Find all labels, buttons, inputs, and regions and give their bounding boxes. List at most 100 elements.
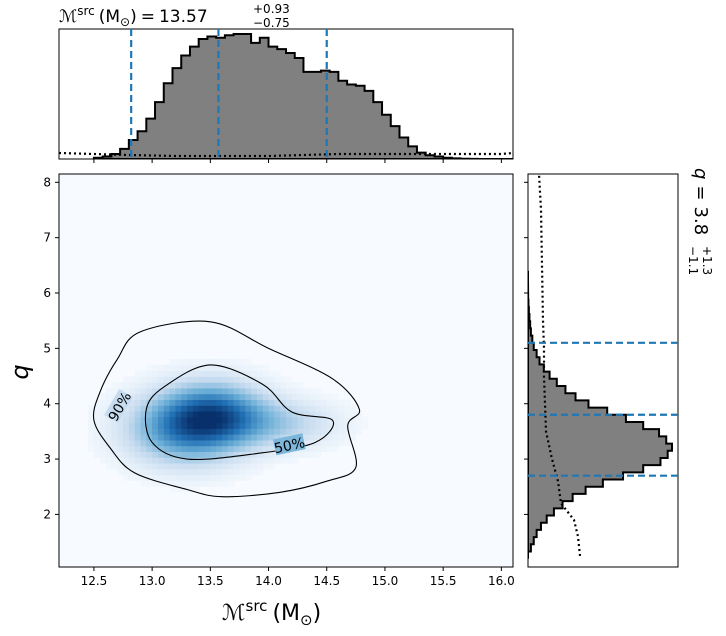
heatmap-cell [163,457,171,464]
heatmap-cell [320,422,328,429]
heatmap-cell [169,451,177,458]
heatmap-cell [175,370,182,377]
heatmap-cell [268,382,275,389]
heatmap-cell [146,428,153,435]
heatmap-cell [221,376,229,383]
heatmap-cell [128,474,136,481]
heatmap-cell [134,393,142,400]
heatmap-cell [256,439,264,447]
heatmap-cell [309,399,316,406]
heatmap-cell [146,462,153,470]
heatmap-cell [221,462,229,470]
heatmap-cell [169,416,177,424]
heatmap-cell [204,428,211,435]
heatmap-cell [105,434,112,441]
heatmap-cell [332,428,339,435]
heatmap-cell [256,428,264,435]
heatmap-cell [192,480,200,487]
heatmap-cell [169,382,177,389]
heatmap-cell [274,387,281,395]
heatmap-cell [233,422,241,429]
heatmap-cell [227,376,235,383]
heatmap-cell [344,434,351,441]
heatmap-cell [198,382,206,389]
heatmap-cell [152,364,159,372]
heatmap-cell [157,399,165,406]
heatmap-cell [262,410,270,418]
heatmap-cell [350,410,357,418]
heatmap-cell [163,445,171,453]
heatmap-cell [157,382,165,389]
heatmap-cell [245,474,252,481]
heatmap-cell [309,451,316,458]
heatmap-cell [303,387,310,395]
heatmap-cell [198,428,206,435]
heatmap-cell [181,364,188,372]
heatmap-cell [309,393,316,400]
heatmap-cell [128,445,136,453]
heatmap-cell [192,387,200,395]
heatmap-cell [169,393,177,400]
heatmap-cell [181,393,188,400]
heatmap-cell [227,416,235,424]
heatmap-cell [355,428,363,435]
heatmap-cell [146,480,153,487]
heatmap-cell [332,416,339,424]
heatmap-cell [146,445,153,453]
heatmap-cell [134,474,142,481]
heatmap-cell [338,399,345,406]
heatmap-cell [181,405,188,412]
heatmap-cell [326,422,334,429]
heatmap-cell [315,405,322,412]
heatmap-cell [198,410,206,418]
heatmap-cell [152,457,159,464]
heatmap-cell [146,451,153,458]
heatmap-cell [221,445,229,453]
x-label-symbol: ℳ [222,601,246,626]
heatmap-cell [239,451,246,458]
heatmap-cell [326,393,334,400]
heatmap-cell [239,428,246,435]
heatmap-cell [350,422,357,429]
heatmap-cell [216,364,223,372]
heatmap-cell [303,445,310,453]
heatmap-cell [297,428,305,435]
heatmap-cell [210,399,217,406]
heatmap-cell [157,364,165,372]
heatmap-cell [204,358,211,366]
heatmap-cell [192,376,200,383]
heatmap-cell [192,393,200,400]
heatmap-cell [280,387,287,395]
heatmap-cell [274,434,281,441]
heatmap-cell [332,439,339,447]
heatmap-cell [128,439,136,447]
heatmap-cell [216,370,223,377]
heatmap-cell [262,370,270,377]
heatmap-cell [297,422,305,429]
heatmap-cell [344,410,351,418]
heatmap-cell [175,410,182,418]
heatmap-cell [332,410,339,418]
heatmap-cell [192,422,200,429]
heatmap-cell [192,399,200,406]
heatmap-cell [152,399,159,406]
heatmap-cell [320,393,328,400]
heatmap-cell [146,422,153,429]
x-tick-label: 12.5 [81,574,108,588]
x-title-minus: −0.75 [253,16,290,30]
heatmap-cell [169,439,177,447]
heatmap-cell [128,376,136,383]
heatmap-cell [268,434,275,441]
heatmap-cell [239,393,246,400]
heatmap-cell [192,405,200,412]
heatmap-cell [210,393,217,400]
heatmap-cell [320,416,328,424]
heatmap-cell [175,364,182,372]
heatmap-cell [128,416,136,424]
heatmap-cell [105,445,112,453]
heatmap-cell [134,410,142,418]
heatmap-cell [152,439,159,447]
heatmap-cell [117,416,124,424]
heatmap-cell [286,376,293,383]
heatmap-cell [338,410,345,418]
